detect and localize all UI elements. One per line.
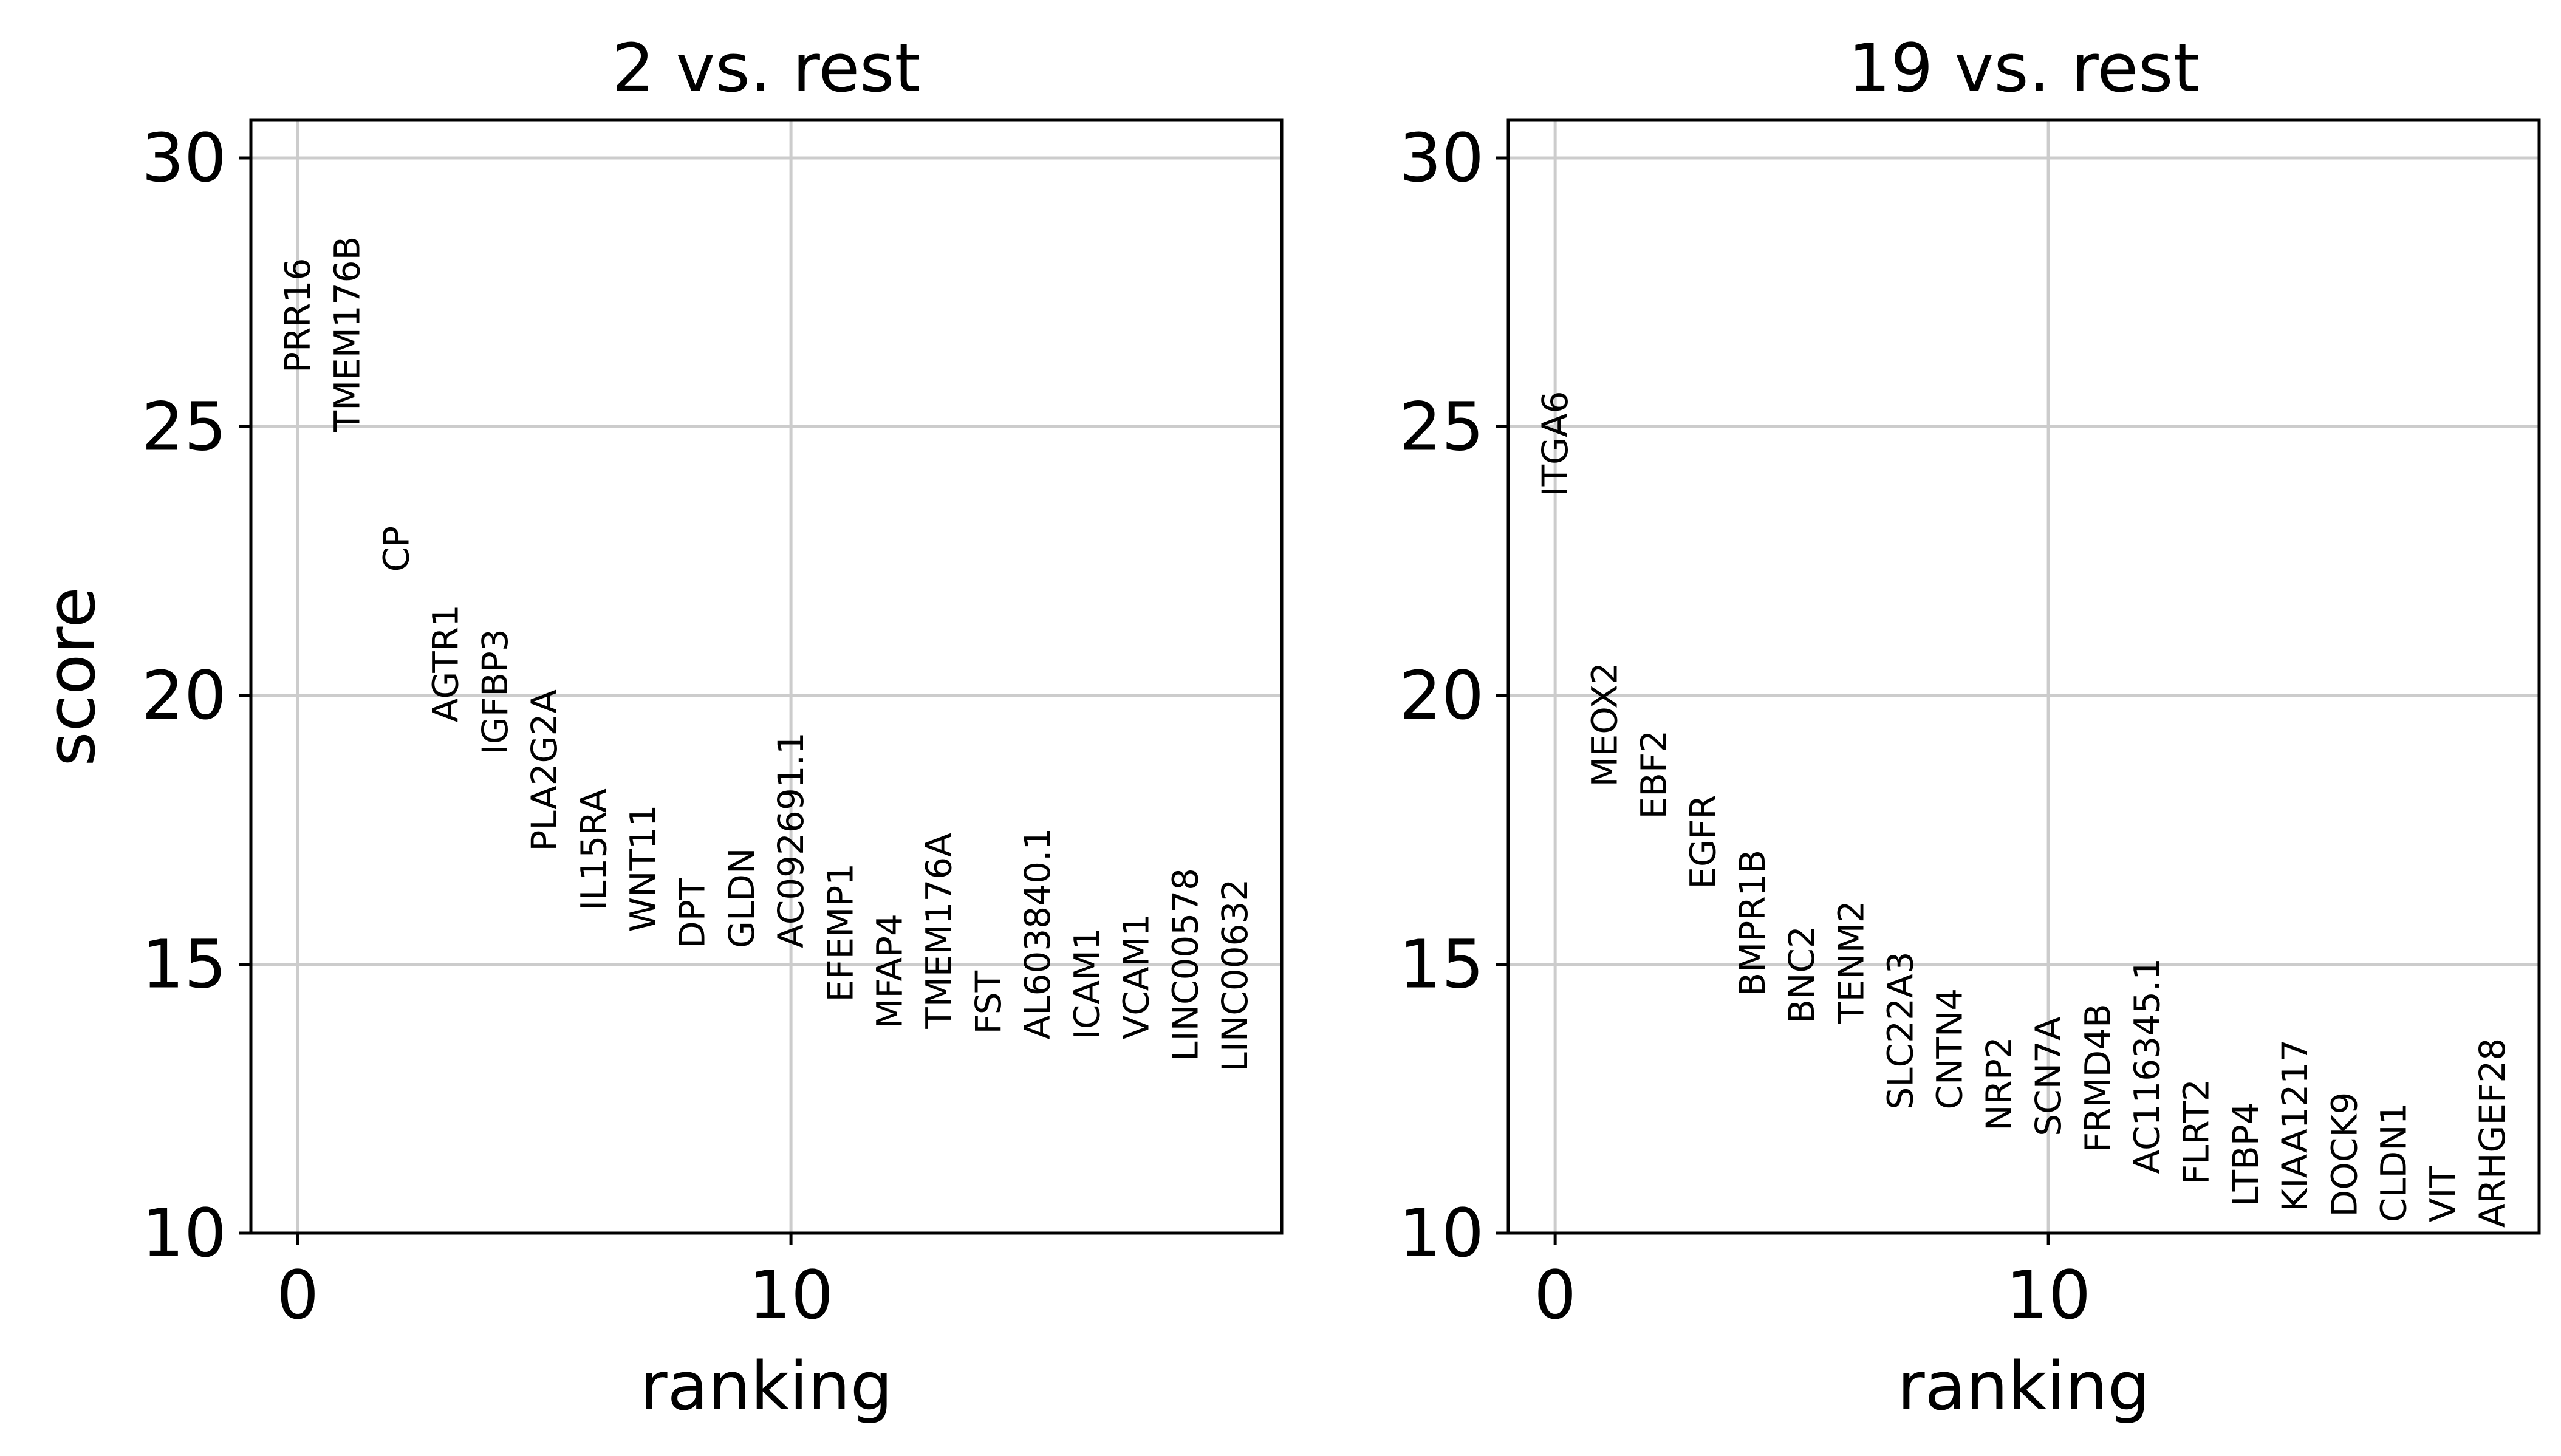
x-axis-ticks: 0 10 [1534,1233,2091,1334]
gene-label: KIAA1217 [2274,1039,2316,1212]
y-tick-label: 30 [1399,119,1484,197]
y-axis-ticks: 10 15 20 25 30 [142,119,251,1272]
x-axis-label: ranking [640,1347,892,1425]
y-tick-label: 25 [142,388,227,465]
y-tick-label: 15 [142,925,227,1003]
y-axis-ticks: 10 15 20 25 30 [1399,119,1508,1272]
x-tick-label: 0 [276,1256,319,1334]
x-axis-label: ranking [1897,1347,2150,1425]
gene-label: EFEMP1 [819,863,861,1002]
gene-label: VIT [2423,1166,2464,1223]
gene-label: FST [968,970,1009,1034]
gene-label: LINC00578 [1165,868,1206,1061]
y-tick-label: 10 [142,1194,227,1272]
plot-frame [249,118,1284,1235]
gene-label: AGTR1 [425,604,467,722]
chart-title: 2 vs. rest [612,29,920,107]
gene-label: NRP2 [1978,1036,2020,1131]
y-axis-label: score [32,587,110,767]
gene-label: TMEM176B [326,236,368,433]
gene-label: BNC2 [1781,926,1822,1024]
gene-label: TENM2 [1830,900,1872,1024]
gene-label: GLDN [721,848,762,948]
x-tick-label: 10 [2006,1256,2091,1334]
gene-label: CNTN4 [1929,988,1971,1110]
gene-label: ITGA6 [1534,391,1576,496]
gene-label: ICAM1 [1066,928,1107,1039]
gene-label: LINC00632 [1214,879,1256,1072]
gene-label: ARHGEF28 [2472,1038,2513,1228]
y-tick-label: 10 [1399,1194,1484,1272]
gene-label: AC116345.1 [2126,958,2167,1174]
gene-label: AL603840.1 [1017,828,1058,1040]
gene-label: MFAP4 [869,914,910,1029]
gene-label: DPT [672,878,713,948]
gene-label: SLC22A3 [1880,951,1921,1109]
y-tick-label: 20 [142,657,227,734]
y-tick-label: 15 [1399,925,1484,1003]
gene-label: FLRT2 [2176,1079,2217,1184]
x-tick-label: 0 [1534,1256,1576,1334]
gene-label: AC092691.1 [770,732,812,948]
gene-label: PLA2G2A [524,689,565,852]
gene-label: MEOX2 [1584,662,1625,787]
chart-title: 19 vs. rest [1848,29,2199,107]
gene-label: EGFR [1683,795,1724,889]
gene-label: WNT11 [623,804,664,932]
gene-label: CLDN1 [2373,1102,2414,1223]
plot-frame [1506,118,2541,1235]
y-tick-label: 20 [1399,657,1484,734]
gene-label: TMEM176A [918,833,960,1030]
gene-label: VCAM1 [1115,914,1157,1040]
gene-label: EBF2 [1633,730,1675,819]
gene-label: LTBP4 [2225,1102,2266,1206]
y-tick-label: 30 [142,119,227,197]
gene-label: BMPR1B [1732,850,1773,997]
gene-label: IL15RA [573,788,614,911]
gene-label: IGFBP3 [474,629,516,754]
gene-label: FRMD4B [2077,1003,2118,1152]
x-axis-ticks: 0 10 [276,1233,833,1334]
x-tick-label: 10 [748,1256,833,1334]
gene-label: SCN7A [2028,1016,2069,1136]
gene-label: CP [376,526,417,572]
gene-label: DOCK9 [2323,1092,2365,1217]
gene-label: PRR16 [277,258,318,373]
y-tick-label: 25 [1399,388,1484,465]
